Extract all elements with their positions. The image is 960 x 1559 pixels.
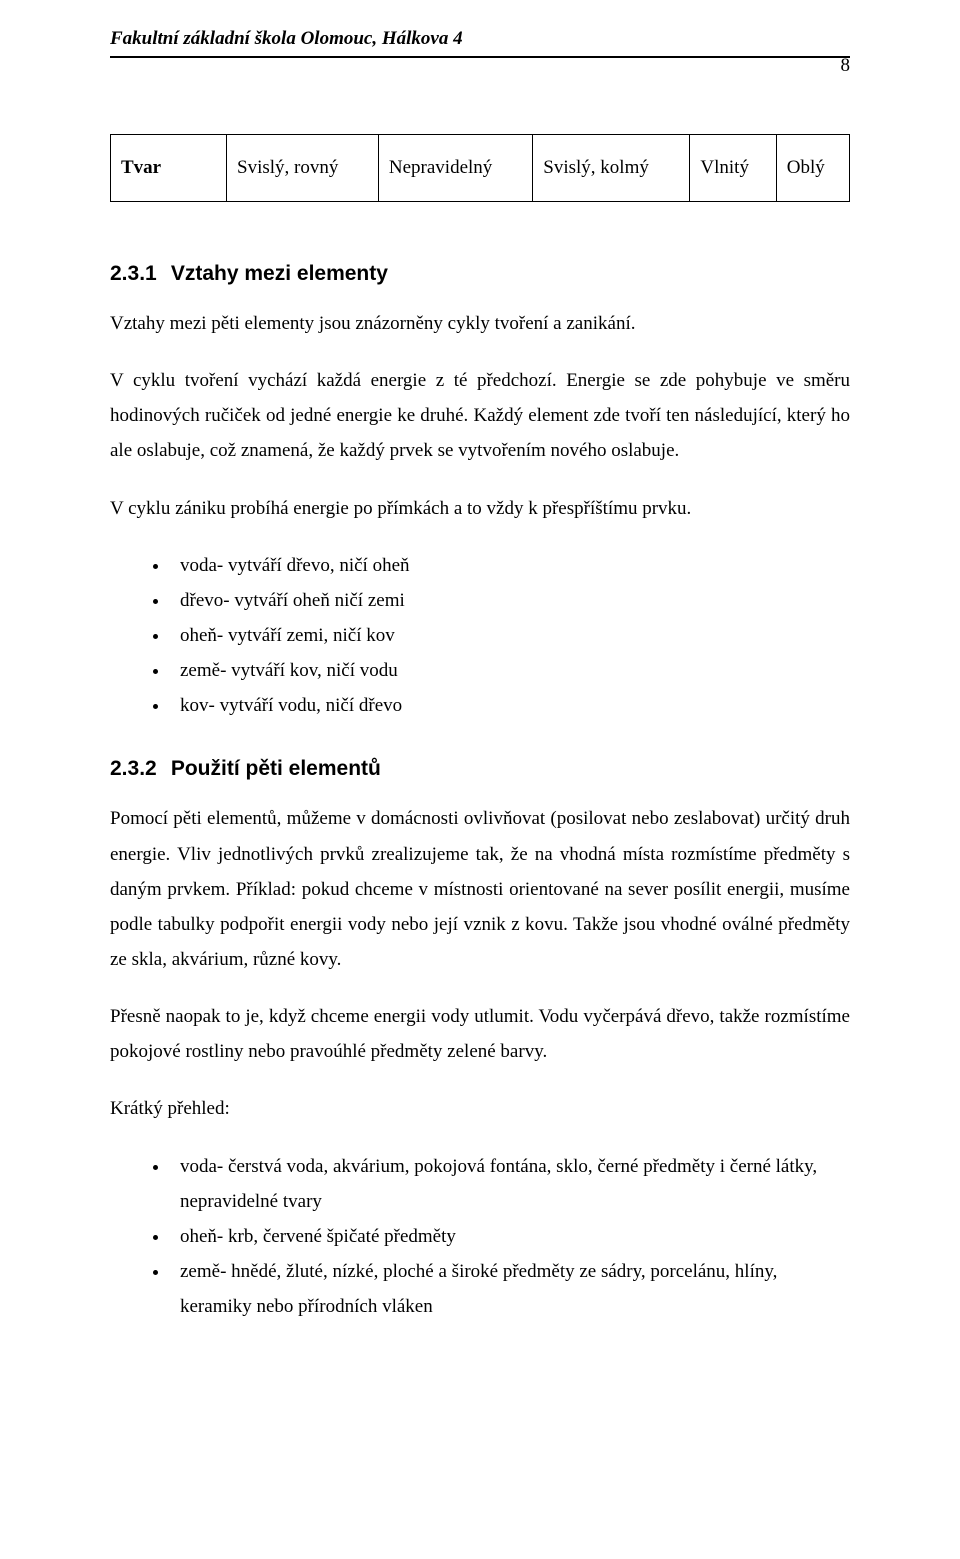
header-rule [110, 56, 850, 58]
paragraph: Pomocí pěti elementů, můžeme v domácnost… [110, 801, 850, 977]
tvar-table: Tvar Svislý, rovný Nepravidelný Svislý, … [110, 134, 850, 202]
table-row-label: Tvar [111, 135, 227, 202]
paragraph: V cyklu zániku probíhá energie po přímká… [110, 491, 850, 526]
paragraph: Krátký přehled: [110, 1091, 850, 1126]
page-header: Fakultní základní škola Olomouc, Hálkova… [110, 28, 850, 50]
section-number: 2.3.2 [110, 757, 165, 781]
section-heading-232: 2.3.2 Použití pěti elementů [110, 757, 850, 781]
paragraph: Přesně naopak to je, když chceme energii… [110, 999, 850, 1069]
table-cell: Vlnitý [690, 135, 776, 202]
page-number: 8 [841, 55, 851, 77]
table-cell: Svislý, kolmý [533, 135, 690, 202]
list-item: oheň- krb, červené špičaté předměty [170, 1219, 850, 1254]
table-cell: Nepravidelný [378, 135, 532, 202]
list-item: země- hnědé, žluté, nízké, ploché a širo… [170, 1254, 850, 1324]
table-cell: Svislý, rovný [227, 135, 379, 202]
section-title: Použití pěti elementů [171, 757, 381, 780]
paragraph: V cyklu tvoření vychází každá energie z … [110, 363, 850, 468]
section-heading-231: 2.3.1 Vztahy mezi elementy [110, 262, 850, 286]
bullet-list: voda- vytváří dřevo, ničí oheň dřevo- vy… [110, 548, 850, 724]
table-row: Tvar Svislý, rovný Nepravidelný Svislý, … [111, 135, 850, 202]
section-number: 2.3.1 [110, 262, 165, 286]
section-title: Vztahy mezi elementy [171, 262, 388, 285]
list-item: oheň- vytváří zemi, ničí kov [170, 618, 850, 653]
document-page: Fakultní základní škola Olomouc, Hálkova… [0, 0, 960, 1559]
bullet-list: voda- čerstvá voda, akvárium, pokojová f… [110, 1149, 850, 1325]
list-item: voda- čerstvá voda, akvárium, pokojová f… [170, 1149, 850, 1219]
list-item: voda- vytváří dřevo, ničí oheň [170, 548, 850, 583]
paragraph: Vztahy mezi pěti elementy jsou znázorněn… [110, 306, 850, 341]
list-item: dřevo- vytváří oheň ničí zemi [170, 583, 850, 618]
list-item: země- vytváří kov, ničí vodu [170, 653, 850, 688]
table-cell: Oblý [776, 135, 849, 202]
school-name: Fakultní základní škola Olomouc, Hálkova… [110, 28, 463, 50]
list-item: kov- vytváří vodu, ničí dřevo [170, 688, 850, 723]
